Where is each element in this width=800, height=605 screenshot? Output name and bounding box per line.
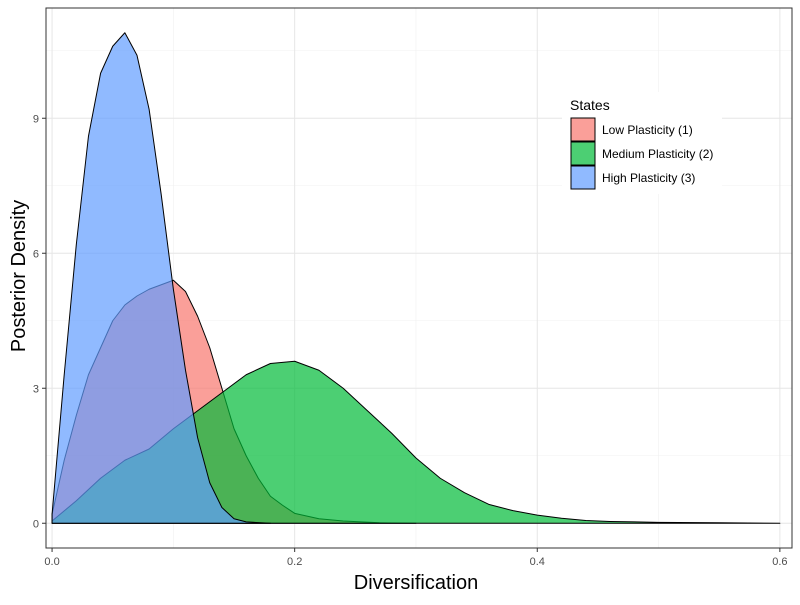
legend-label-series-3: High Plasticity (3) [602,171,695,185]
density-area-series-3 [51,32,271,524]
legend-key-series-3 [570,165,596,190]
legend-label-series-1: Low Plasticity (1) [602,123,693,137]
y-tick-label: 3 [33,383,39,395]
y-axis-title: Posterior Density [8,200,30,352]
x-tick-label: 0.0 [44,556,59,568]
y-tick-label: 9 [33,113,39,125]
x-tick-label: 0.6 [772,556,787,568]
y-tick-label: 0 [33,518,39,530]
x-tick-label: 0.2 [287,556,302,568]
legend-key-series-2 [570,141,596,166]
legend-key-series-1 [570,117,596,142]
legend-title: States [570,97,610,113]
legend: States Low Plasticity (1) Medium Plastici… [562,92,722,194]
legend-label-series-2: Medium Plasticity (2) [602,147,713,161]
x-axis-title: Diversification [354,572,478,594]
plot-border [45,7,793,549]
y-tick-label: 6 [33,248,39,260]
x-tick-label: 0.4 [530,556,545,568]
